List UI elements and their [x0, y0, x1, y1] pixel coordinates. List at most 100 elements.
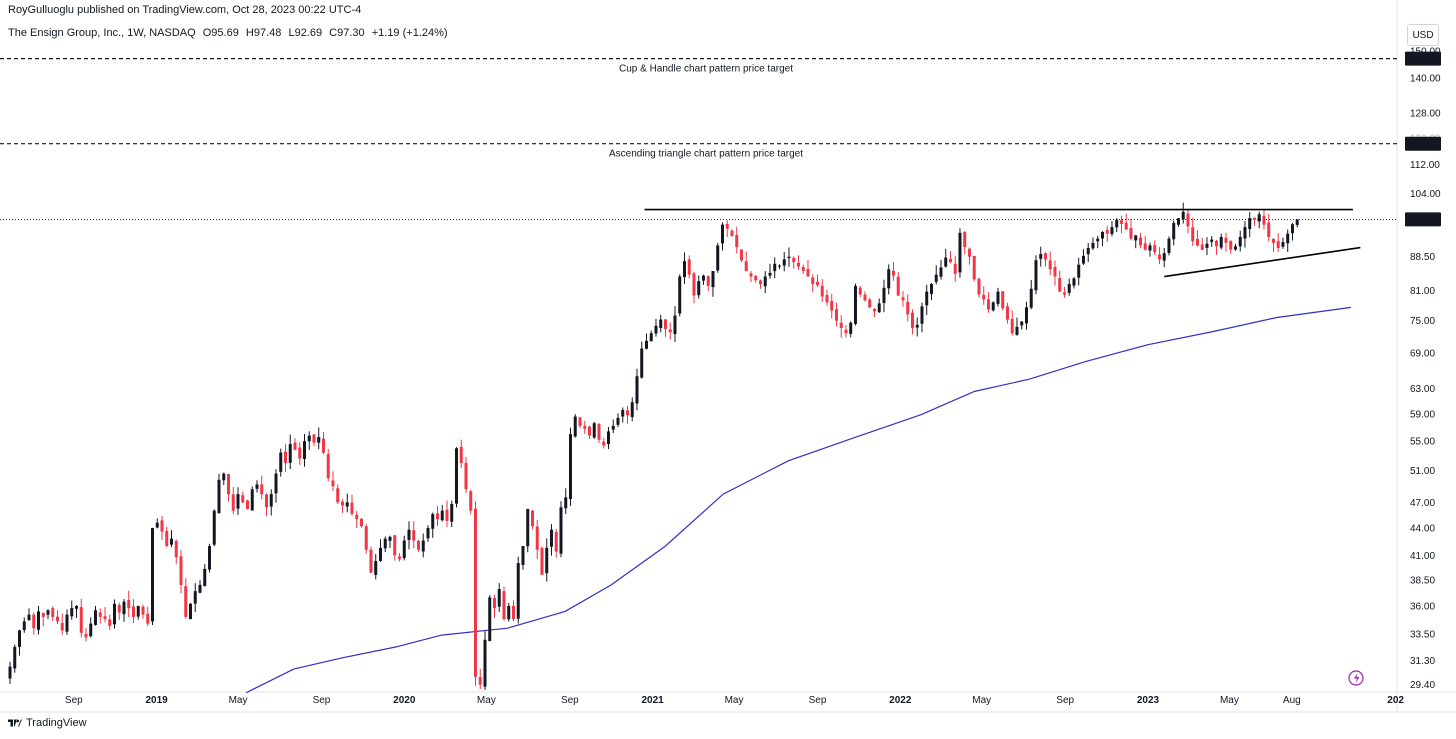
target-price-label: 147.15	[1408, 54, 1439, 65]
candle-body	[606, 431, 610, 444]
candle-body	[51, 608, 55, 617]
time-tick-label: Sep	[313, 695, 331, 706]
time-tick-label: 2020	[393, 695, 416, 706]
candle-body	[640, 348, 644, 378]
candle-body	[602, 441, 606, 446]
candle-body	[1024, 307, 1028, 324]
candle-body	[611, 425, 615, 430]
time-tick-label: Sep	[561, 695, 579, 706]
price-tick-label: 36.00	[1410, 601, 1435, 612]
candle-body	[583, 425, 587, 429]
candle-body	[1243, 227, 1247, 239]
candle-body	[986, 299, 990, 310]
candle-body	[678, 276, 682, 314]
candle-body	[1224, 237, 1228, 243]
candle-body	[193, 591, 197, 604]
candle-body	[830, 300, 834, 311]
time-tick-label: Aug	[1283, 695, 1301, 706]
candle-body	[1271, 239, 1275, 243]
candle-body	[834, 309, 838, 321]
candle-body	[682, 261, 686, 278]
candle-body	[929, 284, 933, 294]
candle-body	[863, 294, 867, 301]
candle-body	[872, 308, 876, 312]
candle-body	[27, 614, 31, 621]
candle-body	[540, 547, 544, 575]
candle-body	[1143, 243, 1147, 250]
candle-body	[934, 274, 938, 282]
candle-body	[967, 248, 971, 257]
candle-body	[568, 434, 572, 500]
candle-body	[454, 448, 458, 504]
candle-body	[274, 473, 278, 494]
candle-body	[716, 245, 720, 271]
candle-body	[217, 479, 221, 513]
candle-body	[815, 281, 819, 285]
time-tick-label: May	[1220, 695, 1239, 706]
candle-body	[782, 259, 786, 266]
candle-body	[1162, 253, 1166, 261]
candle-body	[530, 510, 534, 527]
candle-body	[1029, 288, 1033, 308]
candle-body	[858, 287, 862, 295]
candle-body	[1115, 219, 1119, 228]
candle-body	[1096, 238, 1100, 242]
candle-body	[621, 409, 625, 417]
candle-body	[1105, 230, 1109, 234]
candle-body	[103, 616, 107, 620]
currency-button[interactable]: USD	[1407, 24, 1439, 46]
candle-body	[796, 262, 800, 267]
candle-body	[374, 561, 378, 575]
candle-body	[70, 608, 74, 617]
candle-body	[825, 295, 829, 303]
candle-body	[787, 256, 791, 259]
time-tick-label: Sep	[1056, 695, 1074, 706]
candle-body	[160, 520, 164, 532]
candle-body	[402, 540, 406, 559]
price-axis[interactable]: 29.40 31.30 33.50 36.00 38.50 41.00 44.00 47.00…	[1405, 47, 1441, 692]
candle-body	[79, 607, 83, 633]
candle-body	[877, 303, 881, 313]
candle-body	[1281, 242, 1285, 247]
candle-body	[1290, 224, 1294, 234]
chart-decorations	[1348, 670, 1364, 686]
candle-body	[910, 312, 914, 328]
time-tick-label: 2023	[1137, 695, 1160, 706]
price-tick-label: 81.00	[1410, 286, 1435, 297]
candle-body	[169, 538, 173, 545]
price-tick-label: 112.00	[1410, 160, 1440, 171]
candle-body	[625, 410, 629, 416]
candle-body	[440, 510, 444, 521]
candle-body	[635, 376, 639, 404]
candle-body	[953, 263, 957, 274]
candle-body	[407, 529, 411, 540]
time-axis[interactable]: Sep 2019 May Sep 2020 May Sep 2021 May Sep 2022 May…	[65, 695, 1405, 706]
candle-body	[336, 488, 340, 503]
candle-body	[1058, 278, 1062, 292]
candle-body	[511, 605, 515, 620]
candle-body	[692, 273, 696, 296]
candle-body	[331, 480, 335, 487]
candle-body	[435, 513, 439, 520]
candle-body	[1081, 255, 1085, 264]
candle-body	[84, 633, 88, 638]
tradingview-footer[interactable]: TradingView	[8, 717, 87, 729]
symbol-name: The Ensign Group, Inc., 1W, NASDAQ	[8, 27, 196, 39]
candle-body	[122, 601, 126, 615]
candle-body	[188, 603, 192, 620]
candle-body	[687, 259, 691, 275]
candle-body	[1005, 306, 1009, 320]
candle-body	[1086, 248, 1090, 255]
candle-body	[1010, 318, 1014, 334]
time-tick-label: May	[725, 695, 744, 706]
price-tick-label: 51.00	[1410, 466, 1435, 477]
price-tick-label: 31.30	[1410, 656, 1435, 667]
candle-body	[659, 319, 663, 329]
candle-body	[735, 235, 739, 248]
candle-body	[535, 526, 539, 550]
candle-body	[269, 494, 273, 507]
candle-body	[1248, 218, 1252, 230]
candle-body	[1091, 242, 1095, 249]
candle-body	[1062, 292, 1066, 295]
